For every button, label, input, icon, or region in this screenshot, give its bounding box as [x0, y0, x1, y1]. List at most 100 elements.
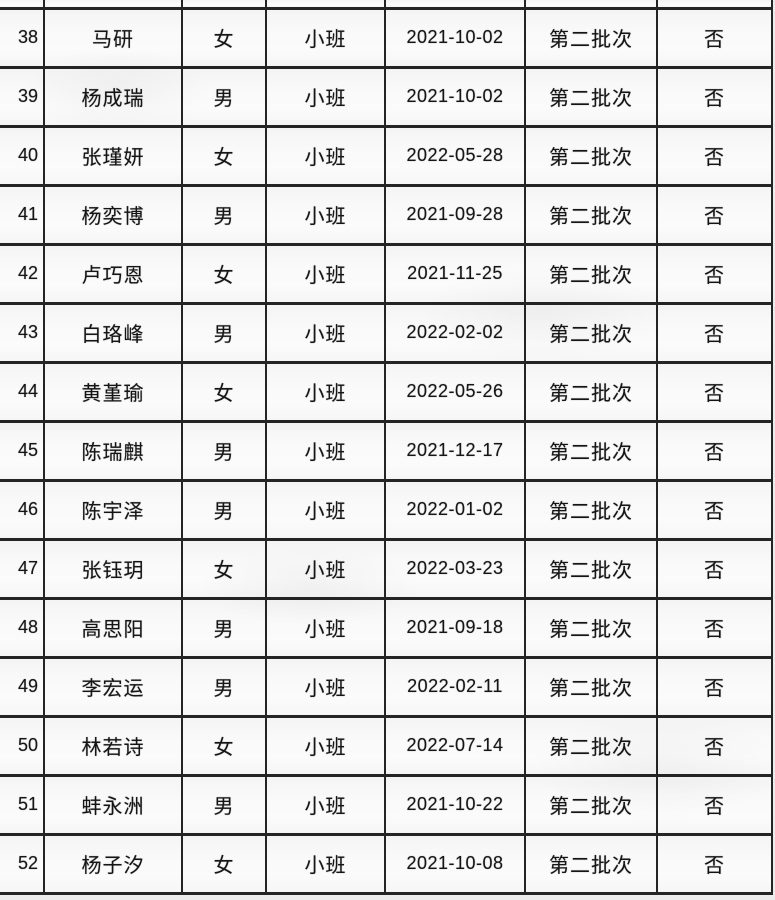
cell-student-name: 李宏运 [43, 655, 183, 718]
cell-batch: 第二批次 [524, 478, 658, 541]
cell-class: 小班 [265, 537, 386, 600]
table-row: 51 蚌永洲 男 小班 2021-10-22 第二批次 否 [0, 773, 773, 836]
cell-flag: 否 [656, 596, 773, 659]
cell-gender: 女 [181, 537, 267, 600]
cell-gender: 男 [181, 183, 267, 246]
cell-enroll-date: 2021-10-22 [384, 773, 526, 836]
partial-cell [43, 0, 183, 10]
cell-class: 小班 [265, 242, 386, 305]
cell-class: 小班 [265, 832, 386, 895]
table-row: 42 卢巧恩 女 小班 2021-11-25 第二批次 否 [0, 242, 773, 305]
table-row: 47 张钰玥 女 小班 2022-03-23 第二批次 否 [0, 537, 773, 600]
cell-class: 小班 [265, 655, 386, 718]
cell-class: 小班 [265, 301, 386, 364]
cell-class: 小班 [265, 183, 386, 246]
cell-row-number: 42 [0, 242, 45, 305]
cell-gender: 男 [181, 419, 267, 482]
cell-gender: 女 [181, 832, 267, 895]
cell-flag: 否 [656, 301, 773, 364]
cell-flag: 否 [656, 183, 773, 246]
cell-flag: 否 [656, 773, 773, 836]
cell-row-number: 45 [0, 419, 45, 482]
cell-flag: 否 [656, 242, 773, 305]
cell-student-name: 卢巧恩 [43, 242, 183, 305]
cell-student-name: 白珞峰 [43, 301, 183, 364]
cell-gender: 女 [181, 714, 267, 777]
cell-batch: 第二批次 [524, 6, 658, 69]
table-row: 45 陈瑞麒 男 小班 2021-12-17 第二批次 否 [0, 419, 773, 482]
cell-gender: 女 [181, 124, 267, 187]
cell-gender: 女 [181, 6, 267, 69]
cell-class: 小班 [265, 419, 386, 482]
table-row: 48 高思阳 男 小班 2021-09-18 第二批次 否 [0, 596, 773, 659]
cell-class: 小班 [265, 360, 386, 423]
cell-flag: 否 [656, 537, 773, 600]
cell-row-number: 49 [0, 655, 45, 718]
cell-enroll-date: 2022-01-02 [384, 478, 526, 541]
cell-row-number: 40 [0, 124, 45, 187]
cell-row-number: 46 [0, 478, 45, 541]
cell-flag: 否 [656, 124, 773, 187]
cell-enroll-date: 2022-05-28 [384, 124, 526, 187]
cell-row-number: 47 [0, 537, 45, 600]
cell-student-name: 杨子汐 [43, 832, 183, 895]
cell-row-number: 41 [0, 183, 45, 246]
cell-row-number: 48 [0, 596, 45, 659]
cell-batch: 第二批次 [524, 714, 658, 777]
cell-flag: 否 [656, 714, 773, 777]
cell-batch: 第二批次 [524, 360, 658, 423]
table-row: 41 杨奕博 男 小班 2021-09-28 第二批次 否 [0, 183, 773, 246]
table-row: 44 黄堇瑜 女 小班 2022-05-26 第二批次 否 [0, 360, 773, 423]
cell-gender: 男 [181, 478, 267, 541]
cell-batch: 第二批次 [524, 832, 658, 895]
cell-enroll-date: 2022-03-23 [384, 537, 526, 600]
table-row: 50 林若诗 女 小班 2022-07-14 第二批次 否 [0, 714, 773, 777]
cell-batch: 第二批次 [524, 242, 658, 305]
cell-enroll-date: 2021-12-17 [384, 419, 526, 482]
cell-flag: 否 [656, 360, 773, 423]
cell-student-name: 陈瑞麒 [43, 419, 183, 482]
cell-flag: 否 [656, 478, 773, 541]
cell-flag: 否 [656, 832, 773, 895]
partial-cell [384, 0, 526, 10]
cell-student-name: 陈宇泽 [43, 478, 183, 541]
cell-student-name: 马研 [43, 6, 183, 69]
cell-gender: 男 [181, 301, 267, 364]
cell-gender: 女 [181, 242, 267, 305]
cell-flag: 否 [656, 6, 773, 69]
table-row: 49 李宏运 男 小班 2022-02-11 第二批次 否 [0, 655, 773, 718]
partial-cell [0, 0, 45, 10]
cell-class: 小班 [265, 478, 386, 541]
table-row: 40 张瑾妍 女 小班 2022-05-28 第二批次 否 [0, 124, 773, 187]
cell-batch: 第二批次 [524, 537, 658, 600]
cell-batch: 第二批次 [524, 183, 658, 246]
cell-student-name: 蚌永洲 [43, 773, 183, 836]
cell-batch: 第二批次 [524, 596, 658, 659]
cell-batch: 第二批次 [524, 124, 658, 187]
partial-cell [656, 0, 773, 10]
table-row: 46 陈宇泽 男 小班 2022-01-02 第二批次 否 [0, 478, 773, 541]
cell-student-name: 杨成瑞 [43, 65, 183, 128]
table-row: 43 白珞峰 男 小班 2022-02-02 第二批次 否 [0, 301, 773, 364]
cell-row-number: 39 [0, 65, 45, 128]
cell-batch: 第二批次 [524, 65, 658, 128]
cell-enroll-date: 2022-05-26 [384, 360, 526, 423]
cell-gender: 男 [181, 596, 267, 659]
cell-batch: 第二批次 [524, 655, 658, 718]
cell-student-name: 张钰玥 [43, 537, 183, 600]
cell-student-name: 杨奕博 [43, 183, 183, 246]
cell-student-name: 黄堇瑜 [43, 360, 183, 423]
partial-cell [181, 0, 267, 10]
cell-class: 小班 [265, 124, 386, 187]
table-row: 38 马研 女 小班 2021-10-02 第二批次 否 [0, 6, 773, 69]
cell-enroll-date: 2022-07-14 [384, 714, 526, 777]
cell-class: 小班 [265, 714, 386, 777]
cell-batch: 第二批次 [524, 773, 658, 836]
cell-flag: 否 [656, 419, 773, 482]
cell-row-number: 38 [0, 6, 45, 69]
table-row: 39 杨成瑞 男 小班 2021-10-02 第二批次 否 [0, 65, 773, 128]
partial-cell [524, 0, 658, 10]
